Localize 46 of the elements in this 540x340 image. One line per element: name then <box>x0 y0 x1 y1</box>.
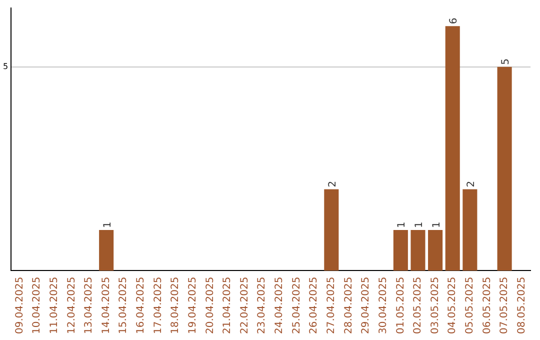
x-tick-label: 09.04.2025 <box>14 276 26 334</box>
data-label: 1 <box>102 222 114 228</box>
data-label: 1 <box>431 222 442 228</box>
x-tick-label: 10.04.2025 <box>32 276 43 334</box>
bar <box>393 230 408 271</box>
x-tick-label: 25.04.2025 <box>291 276 302 334</box>
x-tick-label: 06.05.2025 <box>482 276 493 334</box>
bar <box>99 230 114 271</box>
x-tick-label: 05.05.2025 <box>464 276 476 334</box>
x-tick-label: 14.04.2025 <box>100 276 112 334</box>
bar <box>497 66 512 271</box>
x-tick-label: 11.04.2025 <box>48 276 60 334</box>
x-tick-label: 24.04.2025 <box>274 276 286 334</box>
x-tick-label: 21.04.2025 <box>222 276 234 334</box>
x-tick-label: 20.04.2025 <box>204 276 216 334</box>
bar <box>324 189 339 271</box>
x-tick-label: 29.04.2025 <box>360 276 372 334</box>
x-tick-label: 04.05.2025 <box>447 276 458 334</box>
x-tick-label: 16.04.2025 <box>136 276 147 334</box>
data-label: 6 <box>448 18 460 24</box>
data-label: 2 <box>327 180 338 188</box>
bar <box>445 26 460 271</box>
x-tick-label: 28.04.2025 <box>343 276 354 334</box>
x-tick-label: 26.04.2025 <box>308 276 320 334</box>
x-tick-label: 01.05.2025 <box>395 276 406 334</box>
data-label: 5 <box>500 58 512 65</box>
x-tick-label: 15.04.2025 <box>118 276 130 334</box>
x-tick-label: 08.05.2025 <box>516 276 528 334</box>
x-tick-label: 19.04.2025 <box>187 276 198 334</box>
x-tick-label: 13.04.2025 <box>84 276 95 334</box>
x-tick-label: 22.04.2025 <box>239 276 250 334</box>
bar <box>410 230 426 271</box>
bar <box>428 230 443 271</box>
x-tick-label: 27.04.2025 <box>326 276 337 334</box>
bar <box>462 189 478 271</box>
x-tick-label: 23.04.2025 <box>256 276 268 334</box>
data-label: 1 <box>396 222 408 228</box>
data-label: 1 <box>414 222 425 228</box>
x-tick-label: 12.04.2025 <box>66 276 78 334</box>
x-tick-label: 17.04.2025 <box>152 276 164 334</box>
data-label: 2 <box>466 180 477 188</box>
x-tick-label: 18.04.2025 <box>170 276 182 334</box>
x-tick-label: 02.05.2025 <box>412 276 424 334</box>
x-tick-label: 30.04.2025 <box>378 276 389 334</box>
x-tick-label: 07.05.2025 <box>499 276 510 334</box>
x-tick-label: 03.05.2025 <box>430 276 441 334</box>
